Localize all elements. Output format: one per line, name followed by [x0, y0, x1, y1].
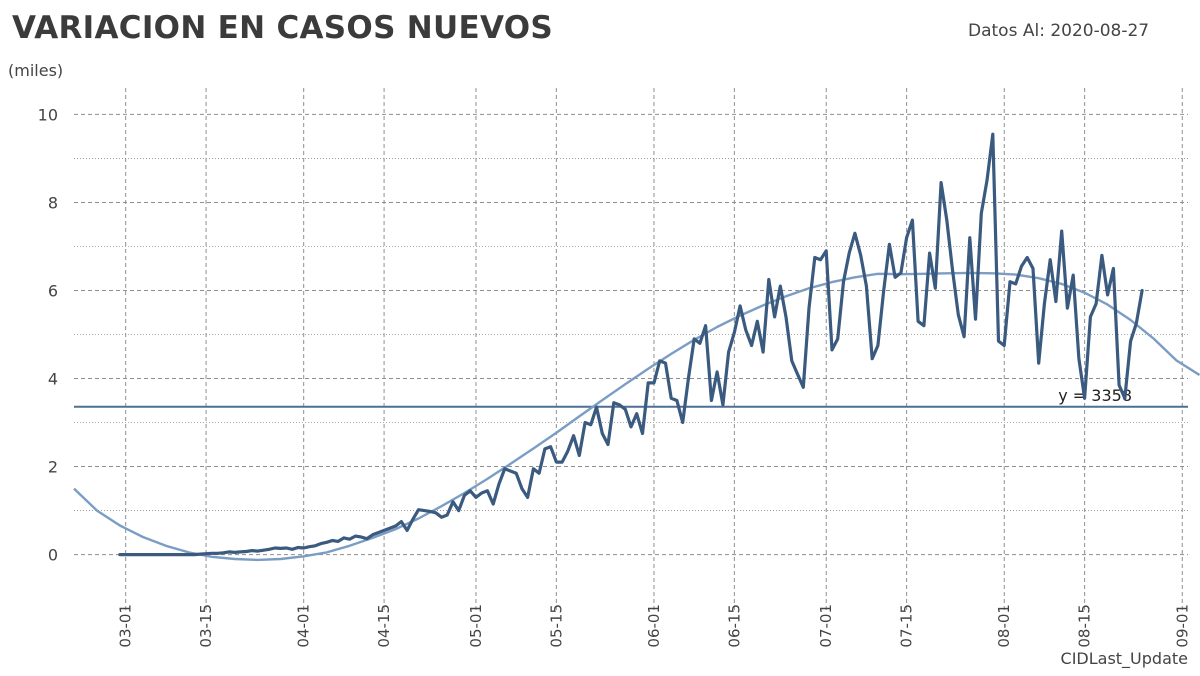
- grid: [74, 88, 1188, 610]
- series-line-new-cases: [118, 132, 1144, 557]
- series-lines: y = 3358: [73, 132, 1200, 562]
- y-tick-label: 10: [38, 105, 58, 124]
- x-tick-label: 05-15: [547, 604, 565, 648]
- x-tick-label: 04-15: [375, 604, 393, 648]
- x-tick-label: 08-01: [995, 604, 1013, 648]
- chart-title: VARIACION EN CASOS NUEVOS: [12, 10, 554, 46]
- x-tick-label: 08-15: [1076, 604, 1094, 648]
- y-tick-label: 4: [48, 370, 58, 389]
- x-tick-label: 07-01: [817, 604, 835, 648]
- footer-label: CIDLast_Update: [1060, 649, 1188, 668]
- data-date: Datos Al: 2020-08-27: [968, 21, 1150, 41]
- x-tick-label: 09-01: [1173, 604, 1191, 648]
- axis-ticks: 0 2 4 6 8 10 03-01 03-15 04-01 04-15 05-01 05-15 06-…: [38, 105, 1192, 647]
- y-tick-label: 8: [48, 193, 58, 212]
- y-tick-label: 0: [48, 546, 58, 565]
- x-tick-label: 03-01: [117, 604, 135, 648]
- y-axis-units: (miles): [8, 61, 64, 80]
- reference-line-label: y = 3358: [1058, 386, 1132, 405]
- y-tick-label: 2: [48, 458, 58, 477]
- x-tick-label: 06-01: [645, 604, 663, 648]
- x-tick-label: 04-01: [295, 604, 313, 648]
- y-tick-label: 6: [48, 281, 58, 300]
- trend-line: [73, 271, 1200, 562]
- x-tick-label: 07-15: [898, 604, 916, 648]
- x-tick-label: 06-15: [725, 604, 743, 648]
- x-tick-label: 05-01: [467, 604, 485, 648]
- x-tick-label: 03-15: [197, 604, 215, 648]
